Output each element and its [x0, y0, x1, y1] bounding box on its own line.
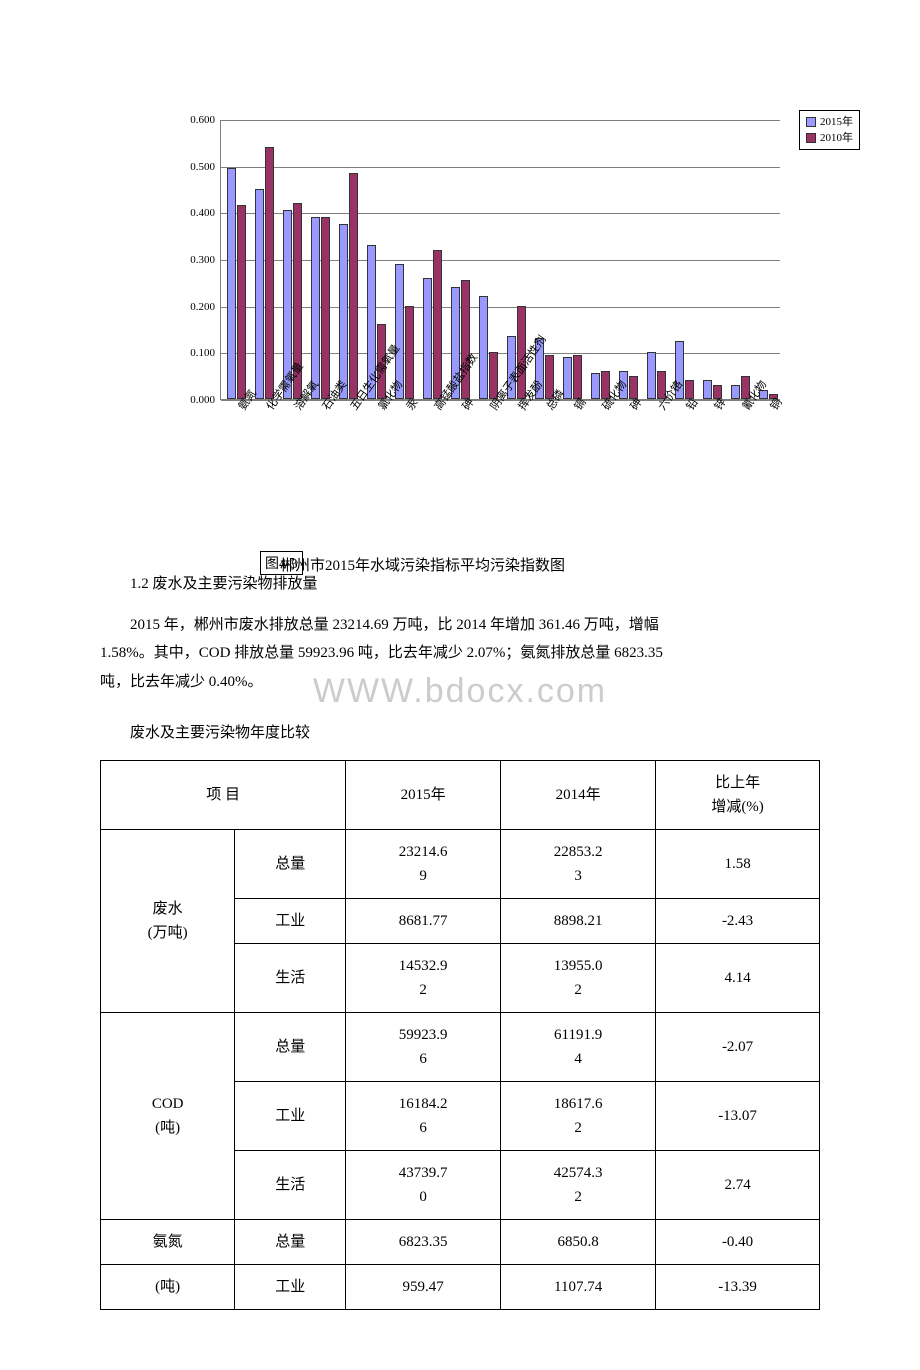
- table-header-row: 项 目 2015年 2014年 比上年增减(%): [101, 760, 820, 829]
- table-cell: -13.39: [656, 1264, 820, 1309]
- table-cell: 13955.02: [501, 943, 656, 1012]
- table-cell: 43739.70: [346, 1150, 501, 1219]
- paragraph-line: 吨，比去年减少 0.40%。: [100, 668, 820, 697]
- table-row: COD(吨) 总量 59923.96 61191.94 -2.07: [101, 1012, 820, 1081]
- table-header: 比上年增减(%): [656, 760, 820, 829]
- table-group-cell: COD(吨): [101, 1012, 235, 1219]
- legend-swatch-2010: [806, 133, 816, 143]
- legend-label: 2010年: [820, 130, 853, 146]
- table-cell: 16184.26: [346, 1081, 501, 1150]
- table-cell: 6850.8: [501, 1219, 656, 1264]
- table-row: (吨) 工业 959.47 1107.74 -13.39: [101, 1264, 820, 1309]
- table-header: 2015年: [346, 760, 501, 829]
- table-cell: 61191.94: [501, 1012, 656, 1081]
- table-cell: -0.40: [656, 1219, 820, 1264]
- table-cell: 22853.23: [501, 829, 656, 898]
- table-cell: 总量: [235, 1012, 346, 1081]
- table-cell: 4.14: [656, 943, 820, 1012]
- table-cell: 59923.96: [346, 1012, 501, 1081]
- table-caption: 废水及主要污染物年度比较: [100, 719, 820, 748]
- table-cell: 18617.62: [501, 1081, 656, 1150]
- table-cell: -13.07: [656, 1081, 820, 1150]
- legend-swatch-2015: [806, 117, 816, 127]
- chart-title: 郴州市2015年水域污染指标平均污染指数图: [280, 554, 920, 575]
- table-cell: 23214.69: [346, 829, 501, 898]
- table-cell: 生活: [235, 943, 346, 1012]
- table-row: 氨氮 总量 6823.35 6850.8 -0.40: [101, 1219, 820, 1264]
- table-cell: 14532.92: [346, 943, 501, 1012]
- paragraph-line: 2015 年，郴州市废水排放总量 23214.69 万吨，比 2014 年增加 …: [100, 611, 820, 640]
- table-cell: 总量: [235, 1219, 346, 1264]
- table-cell: 8898.21: [501, 898, 656, 943]
- legend-label: 2015年: [820, 114, 853, 130]
- table-group-cell: 氨氮: [101, 1219, 235, 1264]
- table-cell: 工业: [235, 1081, 346, 1150]
- pollution-index-chart: 0.0000.1000.2000.3000.4000.5000.600 2015…: [160, 120, 800, 500]
- table-group-cell: (吨): [101, 1264, 235, 1309]
- table-cell: 959.47: [346, 1264, 501, 1309]
- paragraph-line: 1.58%。其中，COD 排放总量 59923.96 吨，比去年减少 2.07%…: [100, 639, 820, 668]
- table-row: 废水(万吨) 总量 23214.69 22853.23 1.58: [101, 829, 820, 898]
- comparison-table: 项 目 2015年 2014年 比上年增减(%) 废水(万吨) 总量 23214…: [100, 760, 820, 1310]
- table-cell: 生活: [235, 1150, 346, 1219]
- table-cell: 6823.35: [346, 1219, 501, 1264]
- table-cell: 1.58: [656, 829, 820, 898]
- table-cell: 工业: [235, 898, 346, 943]
- table-header: 项 目: [101, 760, 346, 829]
- table-cell: 工业: [235, 1264, 346, 1309]
- table-cell: -2.07: [656, 1012, 820, 1081]
- table-group-cell: 废水(万吨): [101, 829, 235, 1012]
- table-cell: 总量: [235, 829, 346, 898]
- chart-legend: 2015年 2010年: [799, 110, 860, 150]
- table-cell: 8681.77: [346, 898, 501, 943]
- table-cell: 2.74: [656, 1150, 820, 1219]
- table-header: 2014年: [501, 760, 656, 829]
- table-cell: -2.43: [656, 898, 820, 943]
- table-cell: 1107.74: [501, 1264, 656, 1309]
- table-cell: 42574.32: [501, 1150, 656, 1219]
